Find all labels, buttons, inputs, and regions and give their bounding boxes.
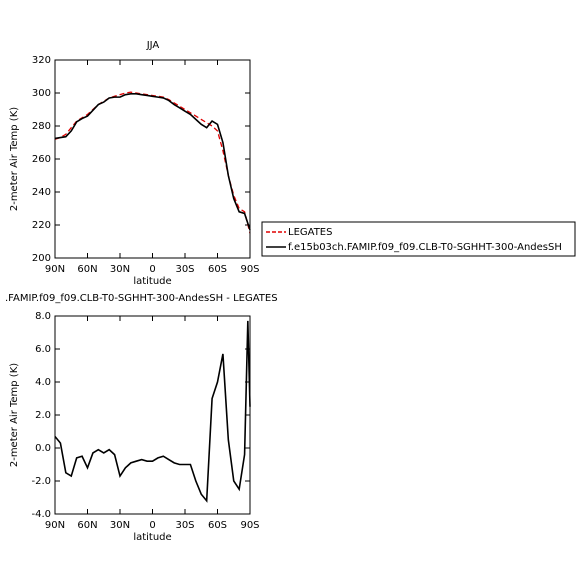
chart-title: .FAMIP.f09_f09.CLB-T0-SGHHT-300-AndesSH … (5, 293, 278, 304)
y-tick-label: 6.0 (35, 344, 51, 355)
plot-frame (54, 315, 251, 515)
legend-label: LEGATES (288, 227, 332, 238)
x-tick-label: 30N (110, 264, 130, 275)
x-axis-label: latitude (133, 532, 171, 543)
y-tick-label: 220 (32, 220, 51, 231)
legend-box (261, 221, 576, 257)
x-tick-label: 0 (149, 520, 155, 531)
x-tick-label: 0 (149, 264, 155, 275)
x-tick-label: 30S (175, 520, 194, 531)
y-tick-label: -2.0 (31, 476, 51, 487)
data-line (54, 320, 251, 503)
x-tick-label: 90N (45, 264, 65, 275)
legend-label: f.e15b03ch.FAMIP.f09_f09.CLB-T0-SGHHT-30… (288, 242, 562, 253)
y-tick-label: 300 (32, 88, 51, 99)
data-line (54, 93, 251, 231)
x-tick-label: 60N (77, 264, 97, 275)
x-tick-label: 90N (45, 520, 65, 531)
y-tick-label: 2.0 (35, 410, 51, 421)
x-axis-label: latitude (133, 276, 171, 287)
plot-frame (54, 59, 251, 259)
y-tick-label: 320 (32, 55, 51, 66)
data-line (54, 91, 251, 234)
x-tick-label: 30S (175, 264, 194, 275)
y-tick-label: 280 (32, 121, 51, 132)
y-tick-label: 200 (32, 253, 51, 264)
y-tick-label: 240 (32, 187, 51, 198)
y-tick-label: 8.0 (35, 311, 51, 322)
y-tick-label: 4.0 (35, 377, 51, 388)
y-tick-label: 0.0 (35, 443, 51, 454)
x-tick-label: 60S (208, 520, 227, 531)
x-tick-label: 60S (208, 264, 227, 275)
x-tick-label: 90S (240, 264, 259, 275)
chart-title: JJA (146, 40, 160, 51)
x-tick-label: 60N (77, 520, 97, 531)
x-tick-label: 90S (240, 520, 259, 531)
y-axis-label: 2-meter Air Temp (K) (9, 107, 20, 211)
y-tick-label: -4.0 (31, 509, 51, 520)
y-tick-label: 260 (32, 154, 51, 165)
y-axis-label: 2-meter Air Temp (K) (9, 363, 20, 467)
x-tick-label: 30N (110, 520, 130, 531)
